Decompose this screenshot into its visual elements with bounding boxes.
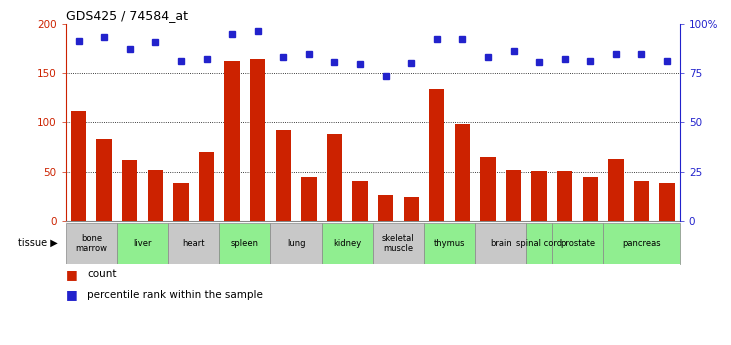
Text: brain: brain	[490, 239, 512, 248]
Bar	[96, 139, 112, 221]
Bar	[480, 157, 496, 221]
Bar	[148, 170, 163, 221]
Bar	[506, 170, 521, 221]
Bar	[583, 177, 598, 221]
Text: kidney: kidney	[333, 239, 361, 248]
Bar	[250, 59, 265, 221]
Bar	[122, 160, 137, 221]
Bar	[219, 223, 270, 264]
Text: GDS425 / 74584_at: GDS425 / 74584_at	[66, 9, 188, 22]
Text: lung: lung	[287, 239, 306, 248]
Bar	[526, 223, 552, 264]
Text: liver: liver	[133, 239, 152, 248]
Text: ■: ■	[66, 288, 77, 302]
Bar	[429, 89, 444, 221]
Bar	[117, 223, 168, 264]
Bar	[608, 159, 624, 221]
Bar	[424, 223, 475, 264]
Text: ■: ■	[66, 268, 77, 281]
Bar	[168, 223, 219, 264]
Text: percentile rank within the sample: percentile rank within the sample	[87, 290, 263, 300]
Bar	[378, 195, 393, 221]
Bar	[352, 181, 368, 221]
Text: bone
marrow: bone marrow	[75, 234, 107, 253]
Bar	[276, 130, 291, 221]
Bar	[327, 134, 342, 221]
Bar	[224, 60, 240, 221]
Text: count: count	[87, 269, 117, 279]
Bar	[552, 223, 603, 264]
Bar	[66, 223, 117, 264]
Bar	[557, 171, 572, 221]
Bar	[659, 184, 675, 221]
Bar	[199, 152, 214, 221]
Bar	[475, 223, 526, 264]
Text: spinal cord: spinal cord	[516, 239, 562, 248]
Bar	[373, 223, 424, 264]
Bar	[322, 223, 373, 264]
Text: spleen: spleen	[231, 239, 259, 248]
Text: tissue ▶: tissue ▶	[18, 238, 58, 248]
Bar	[531, 171, 547, 221]
Text: prostate: prostate	[560, 239, 595, 248]
Text: thymus: thymus	[433, 239, 466, 248]
Bar	[634, 181, 649, 221]
Bar	[173, 184, 189, 221]
Bar	[404, 197, 419, 221]
Text: heart: heart	[183, 239, 205, 248]
Bar	[603, 223, 680, 264]
Bar	[301, 177, 317, 221]
Bar	[71, 111, 86, 221]
Text: skeletal
muscle: skeletal muscle	[382, 234, 414, 253]
Text: pancreas: pancreas	[622, 239, 661, 248]
Bar	[455, 125, 470, 221]
Bar	[270, 223, 322, 264]
